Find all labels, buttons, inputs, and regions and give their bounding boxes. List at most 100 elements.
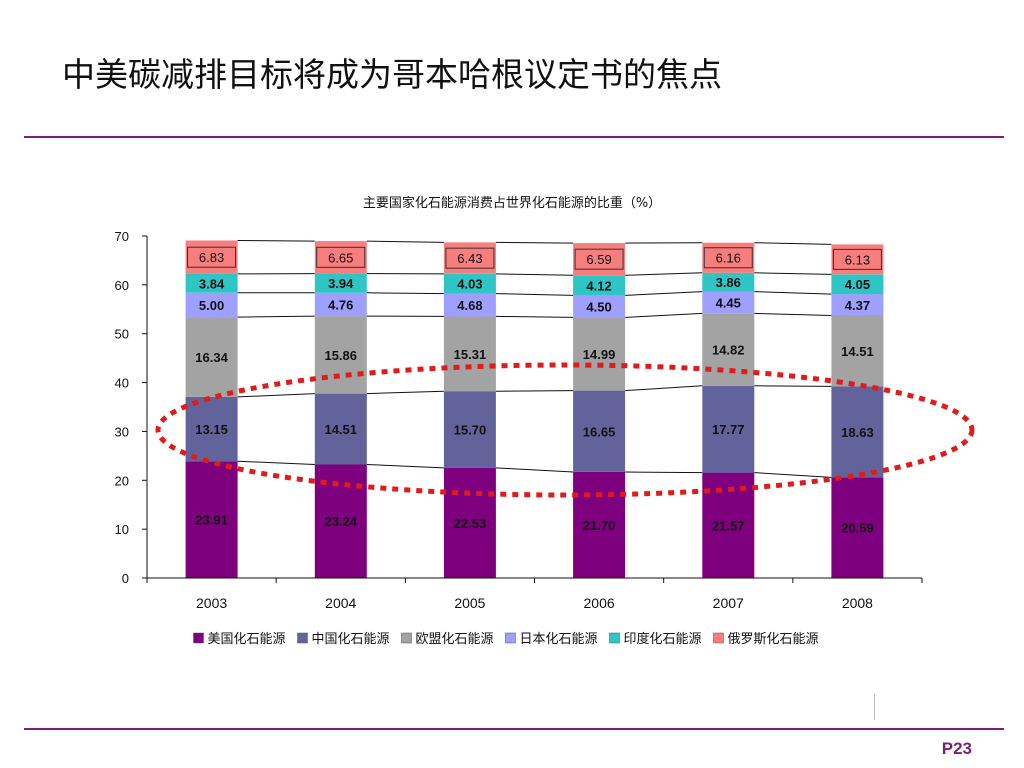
series-line — [495, 273, 574, 276]
data-label: 3.86 — [716, 275, 741, 290]
data-label: 20.59 — [841, 521, 874, 536]
series-line — [754, 242, 832, 245]
series-line — [495, 390, 574, 392]
bar-segment — [443, 316, 496, 392]
bar-segment — [185, 273, 238, 293]
data-label: 15.31 — [454, 347, 487, 362]
bar-segment — [831, 386, 884, 478]
series-line — [754, 291, 832, 295]
series-line — [366, 464, 444, 469]
data-label-box — [832, 248, 882, 270]
data-label: 16.34 — [195, 350, 228, 365]
legend-swatch — [609, 632, 620, 644]
data-label: 3.94 — [328, 276, 354, 291]
data-label-box — [316, 246, 366, 268]
y-tick-label: 50 — [115, 327, 129, 342]
bar-segment — [185, 396, 238, 462]
data-label: 21.57 — [712, 518, 745, 533]
footer-divider — [24, 728, 1004, 730]
bar-segment — [443, 293, 496, 317]
x-tick-label: 2004 — [325, 595, 356, 611]
x-tick-label: 2008 — [842, 595, 873, 611]
bar-segment — [573, 317, 626, 391]
series-line — [366, 390, 444, 395]
data-label: 6.13 — [845, 252, 870, 267]
data-label: 6.43 — [457, 251, 482, 266]
data-label: 14.51 — [324, 422, 357, 437]
x-tick-label: 2006 — [584, 595, 615, 611]
bar-segment — [702, 272, 755, 292]
bar-segment — [831, 274, 884, 295]
bar-segment — [573, 390, 626, 472]
bar-segment — [185, 292, 238, 318]
y-tick-label: 0 — [122, 571, 129, 586]
data-label: 17.77 — [712, 422, 745, 437]
data-label: 4.50 — [586, 299, 611, 314]
bar-segment — [443, 391, 496, 468]
y-tick-label: 40 — [115, 376, 129, 391]
legend: 美国化石能源 中国化石能源 欧盟化石能源 日本化石能源 印度化石能源 俄罗斯化石能源 — [193, 631, 819, 647]
corner-mark — [874, 694, 875, 720]
y-tick-label: 30 — [115, 424, 129, 439]
data-label: 6.59 — [586, 252, 611, 267]
legend-swatch — [505, 632, 516, 644]
bar-segment — [573, 295, 626, 318]
data-label: 4.68 — [457, 298, 482, 313]
bar-segments — [185, 240, 884, 578]
axes: 0 10 20 30 40 50 60 70 2003 2004 2005 2006 2007 2008 — [115, 229, 923, 611]
series-line — [495, 315, 574, 318]
legend-label: 欧盟化石能源 — [416, 632, 494, 647]
bar-segment — [185, 461, 238, 578]
legend-swatch — [713, 632, 724, 644]
data-label: 22.53 — [454, 516, 487, 531]
data-label: 3.84 — [199, 276, 225, 291]
legend-label: 俄罗斯化石能源 — [728, 632, 819, 647]
data-label: 15.70 — [454, 423, 487, 438]
data-label: 13.15 — [195, 422, 228, 437]
data-label: 14.51 — [841, 344, 874, 359]
series-line — [366, 240, 444, 243]
series-line — [237, 393, 315, 398]
data-label: 21.70 — [583, 518, 616, 533]
bar-segment — [185, 317, 238, 397]
bar-segment — [314, 273, 367, 293]
title-divider — [24, 136, 1004, 138]
x-tick-label: 2005 — [454, 595, 485, 611]
legend-swatch — [193, 632, 204, 644]
series-connector-lines — [237, 240, 832, 478]
series-line — [754, 472, 832, 478]
bar-segment — [702, 385, 755, 473]
data-label-box — [187, 246, 237, 268]
legend-label: 中国化石能源 — [312, 632, 390, 647]
legend-swatch — [401, 632, 412, 644]
series-line — [625, 272, 703, 276]
y-tick-label: 10 — [115, 522, 129, 537]
bar-segment — [831, 315, 884, 387]
data-label: 6.65 — [328, 250, 353, 265]
series-line — [495, 467, 574, 473]
data-label: 23.91 — [195, 513, 228, 528]
legend-label: 日本化石能源 — [520, 632, 598, 647]
data-label: 14.99 — [583, 347, 616, 362]
data-label: 6.83 — [199, 250, 224, 265]
legend-swatch — [297, 632, 308, 644]
data-label: 15.86 — [324, 348, 357, 363]
x-tick-label: 2003 — [196, 595, 227, 611]
data-labels: 23.91 23.24 22.53 21.70 21.57 20.59 13.15 14.51… — [187, 246, 882, 536]
series-line — [366, 292, 444, 295]
highlight-ellipse — [155, 362, 975, 498]
series-line — [625, 471, 703, 474]
data-label: 18.63 — [841, 425, 874, 440]
data-label-box — [703, 247, 753, 269]
slide-title: 中美碳减排目标将成为哥本哈根议定书的焦点 — [62, 55, 722, 94]
bar-segment — [443, 273, 496, 294]
x-tick-label: 2007 — [713, 595, 744, 611]
data-label: 4.45 — [716, 296, 741, 311]
data-label: 4.05 — [845, 277, 870, 292]
data-label: 4.03 — [457, 277, 482, 292]
legend-label: 印度化石能源 — [624, 631, 702, 647]
series-line — [754, 272, 832, 275]
data-label: 4.12 — [586, 278, 611, 293]
bar-segment — [831, 477, 884, 578]
